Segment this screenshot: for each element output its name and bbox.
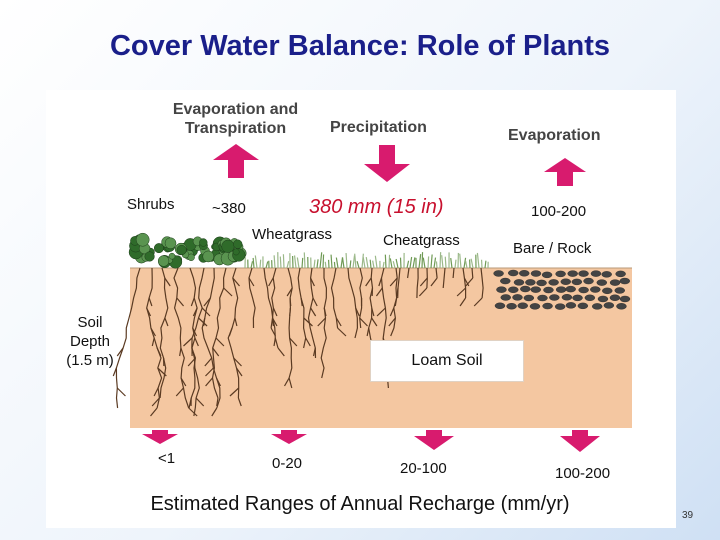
root-system [112, 267, 484, 417]
shrubs-et-value: ~380 [212, 200, 246, 217]
recharge-bare: 100-200 [555, 465, 611, 482]
cheatgrass-label: Cheatgrass [383, 232, 460, 249]
soil-depth-line-2: Depth [69, 333, 111, 350]
et-header-line-1: Evaporation and [172, 101, 299, 118]
bare-rock-label: Bare / Rock [513, 240, 592, 257]
soil-depth-line-1: Soil [77, 314, 103, 331]
evaporation-up-arrow [544, 158, 586, 186]
recharge-caption: Estimated Ranges of Annual Recharge (mm/… [150, 493, 570, 515]
et-header-line-2: Transpiration [184, 120, 287, 137]
recharge-wheatgrass: 0-20 [272, 455, 303, 472]
wheatgrass-label: Wheatgrass [252, 226, 333, 243]
recharge-arrow-bare [560, 430, 600, 452]
recharge-arrow-shrubs [142, 430, 178, 444]
shrub-canopy [128, 232, 247, 269]
soil-depth-line-3: (1.5 m) [66, 352, 114, 369]
grass-strip [244, 252, 489, 269]
precipitation-header: Precipitation [330, 119, 427, 136]
precipitation-value: 380 mm (15 in) [309, 196, 444, 218]
bare-evaporation-value: 100-200 [531, 203, 587, 220]
slide-title: Cover Water Balance: Role of Plants [109, 30, 611, 62]
loam-soil-label: Loam Soil [370, 340, 524, 382]
soil-depth-label: Soil Depth (1.5 m) [50, 313, 130, 370]
precipitation-down-arrow [364, 145, 410, 182]
et-header: Evaporation and Transpiration [158, 100, 313, 138]
recharge-cheatgrass: 20-100 [400, 460, 447, 477]
recharge-shrubs: <1 [158, 450, 176, 467]
evaporation-header: Evaporation [508, 127, 601, 144]
page-number: 39 [682, 510, 694, 521]
recharge-arrow-wheatgrass [271, 430, 307, 444]
et-up-arrow [213, 144, 259, 178]
recharge-arrow-cheatgrass [414, 430, 454, 450]
shrubs-label: Shrubs [127, 196, 175, 213]
rock-layer [493, 269, 631, 310]
